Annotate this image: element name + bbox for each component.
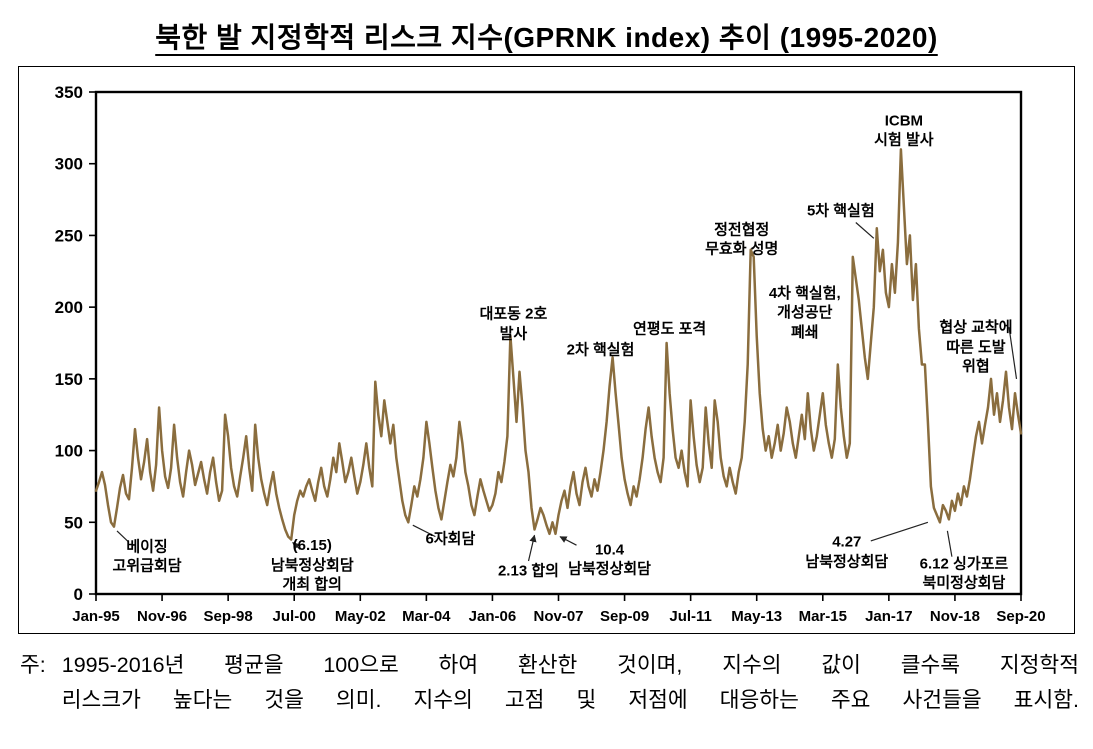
footnote-body: 1995-2016년 평균을 100으로 하여 환산한 것이며, 지수의 값이 … — [62, 648, 1079, 718]
y-tick-label: 50 — [64, 513, 83, 532]
footnote-line-1: 1995-2016년 평균을 100으로 하여 환산한 것이며, 지수의 값이 … — [61, 653, 1079, 677]
x-tick-label: Jan-17 — [865, 608, 913, 625]
chart-title: 북한 발 지정학적 리스크 지수(GPRNK index) 추이 (1995-2… — [155, 22, 938, 53]
y-tick-label: 100 — [55, 442, 83, 461]
y-tick-label: 300 — [55, 155, 83, 174]
x-tick-label: Sep-98 — [204, 608, 253, 625]
annotation-leader-line — [292, 541, 301, 550]
x-tick-label: Mar-15 — [799, 608, 847, 625]
annotation-leader-line — [946, 530, 953, 557]
y-tick-label: 200 — [55, 298, 83, 317]
x-tick-label: Sep-20 — [996, 608, 1045, 625]
annotation-leader-line — [1008, 327, 1018, 379]
gprnk-chart-svg: 0 50 100 150 200 250 300 350 Jan-95 Nov-96 Sep-98 J… — [55, 83, 1046, 625]
x-tick-label: Jul-11 — [669, 608, 712, 625]
footnote-line-2: 리스크가 높다는 것을 의미. 지수의 고점 및 저점에 대응하는 주요 사건들… — [61, 687, 1079, 712]
x-tick-label: Jul-00 — [273, 608, 316, 625]
page: 북한 발 지정학적 리스크 지수(GPRNK index) 추이 (1995-2… — [0, 16, 1093, 749]
y-tick-label: 350 — [55, 83, 83, 102]
x-tick-label: Jan-95 — [72, 608, 120, 625]
x-tick-label: Mar-04 — [402, 608, 451, 625]
y-tick-label: 0 — [74, 585, 83, 604]
x-tick-label: Nov-96 — [137, 608, 187, 625]
x-tick-label: Nov-18 — [930, 608, 980, 625]
annotation-leader-line — [412, 524, 436, 538]
footnote: 주: 1995-2016년 평균을 100으로 하여 환산한 것이며, 지수의 … — [20, 648, 1079, 718]
annotation-leader-line — [870, 521, 929, 542]
annotation-leader-line — [559, 536, 577, 546]
y-tick-label: 250 — [55, 226, 83, 245]
annotation-leader-line — [855, 222, 875, 239]
gprnk-index-line — [94, 148, 1023, 541]
x-tick-label: Nov-07 — [533, 608, 583, 625]
chart-frame: 0 50 100 150 200 250 300 350 Jan-95 Nov-96 Sep-98 J… — [18, 66, 1075, 634]
x-tick-label: Sep-09 — [600, 608, 649, 625]
footnote-label: 주: — [20, 653, 46, 677]
annotation-leader-line — [527, 534, 537, 562]
x-tick-label: May-13 — [731, 608, 782, 625]
x-tick-label: Jan-06 — [469, 608, 517, 625]
y-tick-label: 150 — [55, 370, 83, 389]
annotation-leader-line — [116, 530, 130, 543]
x-tick-label: May-02 — [335, 608, 386, 625]
